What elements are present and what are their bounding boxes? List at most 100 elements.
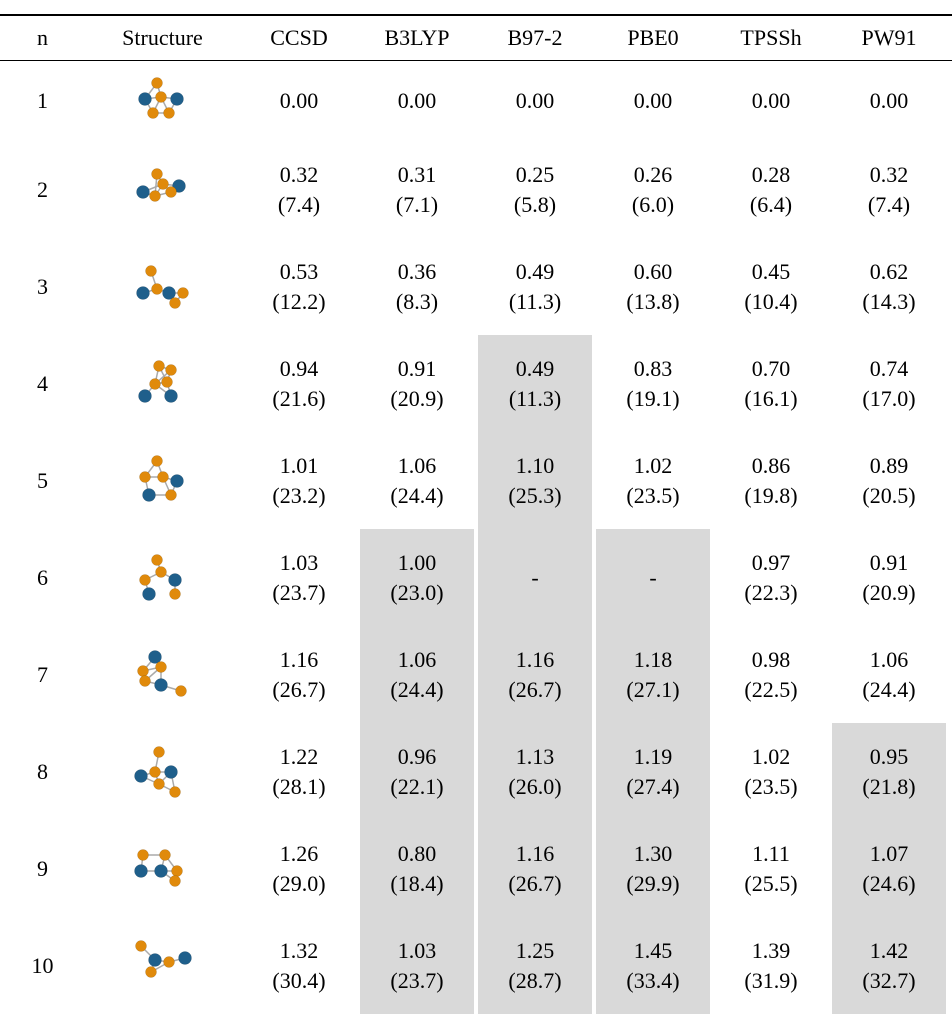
energy-kcal: (22.5) bbox=[744, 675, 797, 705]
value-cell: 1.22(28.1) bbox=[242, 723, 356, 820]
energy-ev: 1.02 bbox=[634, 451, 673, 481]
energy-kcal: (29.0) bbox=[272, 869, 325, 899]
structure-cell bbox=[85, 820, 240, 917]
value-cell: 0.91(20.9) bbox=[360, 335, 474, 432]
energy-ev: 0.25 bbox=[516, 160, 555, 190]
value-cell: 0.95(21.8) bbox=[832, 723, 946, 820]
energy-ev: 0.96 bbox=[398, 742, 437, 772]
value-cell: 1.00(23.0) bbox=[360, 529, 474, 626]
value-cell: 0.25(5.8) bbox=[478, 141, 592, 238]
value-cell: 0.26(6.0) bbox=[596, 141, 710, 238]
value-cell: 1.16(26.7) bbox=[242, 626, 356, 723]
energy-kcal: (7.1) bbox=[396, 190, 438, 220]
energy-ev: 0.31 bbox=[398, 160, 437, 190]
energy-ev: 0.86 bbox=[752, 451, 791, 481]
energy-kcal: (21.8) bbox=[862, 772, 915, 802]
value-cell: 1.16(26.7) bbox=[478, 820, 592, 917]
energy-ev: 0.83 bbox=[634, 354, 673, 384]
value-cell: 0.60(13.8) bbox=[596, 238, 710, 335]
value-cell: 1.06(24.4) bbox=[360, 626, 474, 723]
energy-ev: 1.32 bbox=[280, 936, 319, 966]
energy-ev: 0.60 bbox=[634, 257, 673, 287]
energy-kcal: (19.1) bbox=[626, 384, 679, 414]
energy-ev: 0.26 bbox=[634, 160, 673, 190]
energy-kcal: (24.6) bbox=[862, 869, 915, 899]
energy-kcal: (11.3) bbox=[509, 287, 561, 317]
energy-kcal: (23.7) bbox=[272, 578, 325, 608]
energy-ev: 0.00 bbox=[634, 86, 673, 116]
structure-icon bbox=[131, 73, 195, 129]
energy-kcal: (33.4) bbox=[626, 966, 679, 996]
energy-ev: 1.06 bbox=[398, 645, 437, 675]
value-cell: 0.96(22.1) bbox=[360, 723, 474, 820]
energy-ev: 1.16 bbox=[516, 839, 555, 869]
value-cell: - bbox=[478, 529, 592, 626]
header-cell: Structure bbox=[85, 16, 240, 60]
energy-ev: 1.26 bbox=[280, 839, 319, 869]
energy-ev: 1.22 bbox=[280, 742, 319, 772]
energy-ev: 0.53 bbox=[280, 257, 319, 287]
energy-kcal: (32.7) bbox=[862, 966, 915, 996]
value-cell: 0.32(7.4) bbox=[242, 141, 356, 238]
value-cell: 0.00 bbox=[596, 61, 710, 141]
header-cell: PW91 bbox=[830, 16, 948, 60]
row-number: 2 bbox=[0, 141, 85, 238]
energy-kcal: (7.4) bbox=[868, 190, 910, 220]
energy-ev: 1.03 bbox=[280, 548, 319, 578]
value-cell: 1.26(29.0) bbox=[242, 820, 356, 917]
energy-kcal: (13.8) bbox=[626, 287, 679, 317]
energy-kcal: (25.5) bbox=[744, 869, 797, 899]
energy-kcal: (26.7) bbox=[508, 675, 561, 705]
value-cell: 1.39(31.9) bbox=[714, 917, 828, 1014]
energy-kcal: (24.4) bbox=[862, 675, 915, 705]
row-number: 9 bbox=[0, 820, 85, 917]
energy-ev: - bbox=[531, 563, 538, 593]
energy-ev: 0.62 bbox=[870, 257, 909, 287]
energy-kcal: (10.4) bbox=[744, 287, 797, 317]
value-cell: 0.70(16.1) bbox=[714, 335, 828, 432]
value-cell: 0.00 bbox=[360, 61, 474, 141]
structure-icon bbox=[131, 162, 195, 218]
energy-ev: 1.16 bbox=[280, 645, 319, 675]
energy-ev: 0.80 bbox=[398, 839, 437, 869]
header-cell: B3LYP bbox=[358, 16, 476, 60]
structure-icon bbox=[131, 453, 195, 509]
structure-icon bbox=[131, 938, 195, 994]
header-cell: PBE0 bbox=[594, 16, 712, 60]
value-cell: 0.00 bbox=[242, 61, 356, 141]
energy-ev: 0.45 bbox=[752, 257, 791, 287]
row-number: 10 bbox=[0, 917, 85, 1014]
value-cell: 0.53(12.2) bbox=[242, 238, 356, 335]
energy-kcal: (12.2) bbox=[272, 287, 325, 317]
energy-kcal: (7.4) bbox=[278, 190, 320, 220]
energy-ev: 1.06 bbox=[398, 451, 437, 481]
value-cell: 1.06(24.4) bbox=[360, 432, 474, 529]
energy-kcal: (22.1) bbox=[390, 772, 443, 802]
value-cell: 1.03(23.7) bbox=[242, 529, 356, 626]
value-cell: 1.32(30.4) bbox=[242, 917, 356, 1014]
value-cell: 1.42(32.7) bbox=[832, 917, 946, 1014]
energy-kcal: (5.8) bbox=[514, 190, 556, 220]
structure-icon bbox=[131, 647, 195, 703]
value-cell: 1.16(26.7) bbox=[478, 626, 592, 723]
energy-kcal: (26.7) bbox=[508, 869, 561, 899]
row-number: 8 bbox=[0, 723, 85, 820]
value-cell: 1.45(33.4) bbox=[596, 917, 710, 1014]
value-cell: 0.00 bbox=[478, 61, 592, 141]
value-cell: 1.03(23.7) bbox=[360, 917, 474, 1014]
energy-ev: 0.74 bbox=[870, 354, 909, 384]
energy-ev: 1.06 bbox=[870, 645, 909, 675]
energy-kcal: (6.4) bbox=[750, 190, 792, 220]
header-cell: TPSSh bbox=[712, 16, 830, 60]
energy-ev: 1.18 bbox=[634, 645, 673, 675]
energy-kcal: (28.1) bbox=[272, 772, 325, 802]
energy-kcal: (24.4) bbox=[390, 481, 443, 511]
energy-ev: 0.49 bbox=[516, 257, 555, 287]
value-cell: 0.74(17.0) bbox=[832, 335, 946, 432]
energy-ev: 0.36 bbox=[398, 257, 437, 287]
energy-kcal: (19.8) bbox=[744, 481, 797, 511]
value-cell: 1.01(23.2) bbox=[242, 432, 356, 529]
header-cell: B97-2 bbox=[476, 16, 594, 60]
value-cell: 1.07(24.6) bbox=[832, 820, 946, 917]
energy-ev: 1.00 bbox=[398, 548, 437, 578]
